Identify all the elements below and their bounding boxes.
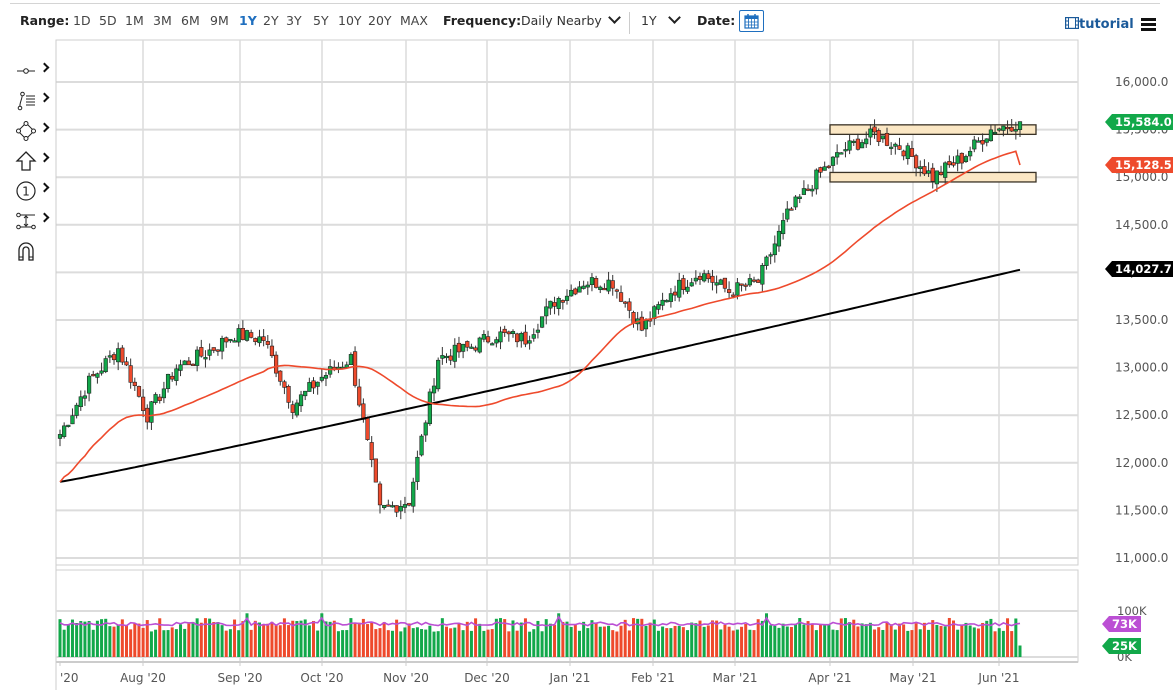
x-tick-label: '20 [60, 671, 79, 685]
tutorial-label: tutorial [1079, 17, 1134, 32]
arrow-tool[interactable] [10, 148, 50, 174]
x-tick-label: Apr '21 [808, 671, 851, 685]
range-6m[interactable]: 6M [181, 13, 200, 28]
frequency-label: Frequency: [443, 13, 522, 28]
range-1m[interactable]: 1M [125, 13, 144, 28]
badge-volume-avg: 73K [1102, 616, 1141, 632]
line-segment-icon [17, 68, 35, 74]
frequency-value: Daily Nearby [521, 13, 602, 28]
volume-bars [58, 613, 1022, 657]
range-2y[interactable]: 2Y [263, 13, 279, 28]
x-tick-label: May '21 [889, 671, 936, 685]
date-label: Date: [697, 13, 736, 28]
badge-last-price: 15,584.0 [1105, 114, 1173, 130]
range-max[interactable]: MAX [400, 13, 428, 28]
period-dropdown[interactable]: 1Y [641, 11, 681, 28]
numbered-circle-icon: 1 [16, 181, 36, 201]
line-tool[interactable] [10, 58, 50, 84]
y-tick-label: 15,000.0 [1115, 170, 1168, 184]
calendar-button[interactable] [739, 10, 764, 32]
ma-fast-line [59, 150, 1021, 483]
zone-resistance[interactable] [829, 124, 1037, 136]
hamburger-menu-icon[interactable] [1141, 18, 1156, 31]
annotation-tool[interactable]: 1 [10, 178, 50, 204]
period-value: 1Y [641, 13, 657, 28]
range-5d[interactable]: 5D [99, 13, 117, 28]
x-tick-label: Jun '21 [977, 671, 1019, 685]
range-20y[interactable]: 20Y [368, 13, 392, 28]
range-1d[interactable]: 1D [73, 13, 91, 28]
range-label: Range: [20, 13, 70, 28]
measure-tool[interactable] [10, 208, 50, 234]
film-icon [1065, 17, 1080, 30]
y-tick-label: 16,000.0 [1115, 75, 1168, 89]
volume-average-line [59, 615, 1021, 627]
y-tick-label: 12,500.0 [1115, 408, 1168, 422]
x-tick-label: Jan '21 [549, 671, 591, 685]
badge-ma-fast: 15,128.5 [1105, 157, 1173, 173]
fibonacci-tool[interactable] [10, 88, 50, 114]
range-5y[interactable]: 5Y [313, 13, 329, 28]
y-tick-label: 13,500.0 [1115, 313, 1168, 327]
badge-ma-slow: 14,027.7 [1105, 261, 1173, 277]
x-tick-label: Dec '20 [464, 671, 510, 685]
x-tick-label: Nov '20 [383, 671, 429, 685]
shape-tool[interactable] [10, 118, 50, 144]
magnet-tool[interactable] [10, 238, 50, 264]
top-divider [10, 3, 1160, 4]
x-tick-label: Sep '20 [218, 671, 263, 685]
frequency-dropdown[interactable]: Daily Nearby [521, 11, 621, 28]
y-tick-label: 13,000.0 [1115, 361, 1168, 375]
fib-retracement-icon [17, 91, 35, 111]
x-tick-label: Mar '21 [712, 671, 757, 685]
range-1y[interactable]: 1Y [239, 13, 257, 28]
shape-nodes-icon [16, 121, 36, 141]
toolbar-separator [629, 12, 630, 34]
tutorial-link[interactable]: tutorial [1065, 16, 1134, 32]
badge-volume-last: 25K [1102, 638, 1141, 654]
ma-slow-line [59, 268, 1021, 483]
calendar-icon [744, 14, 759, 29]
y-tick-label: 12,000.0 [1115, 456, 1168, 470]
measure-icon [16, 212, 36, 230]
toolbar: Range: 1D 5D 1M 3M 6M 9M 1Y 2Y 3Y 5Y 10Y 20Y MAX Fre… [0, 8, 1173, 34]
magnet-icon [18, 242, 34, 261]
range-3y[interactable]: 3Y [286, 13, 302, 28]
svg-text:100K: 100K [1117, 604, 1147, 618]
range-9m[interactable]: 9M [210, 13, 229, 28]
y-tick-label: 11,000.0 [1115, 551, 1168, 565]
range-10y[interactable]: 10Y [338, 13, 362, 28]
range-3m[interactable]: 3M [153, 13, 172, 28]
x-tick-label: Oct '20 [300, 671, 343, 685]
candles [57, 119, 1023, 520]
svg-text:1: 1 [22, 185, 30, 199]
y-tick-label: 14,500.0 [1115, 218, 1168, 232]
y-tick-label: 11,500.0 [1115, 503, 1168, 517]
x-tick-label: Feb '21 [631, 671, 675, 685]
up-arrow-icon [15, 151, 37, 171]
x-tick-label: Aug '20 [120, 671, 166, 685]
